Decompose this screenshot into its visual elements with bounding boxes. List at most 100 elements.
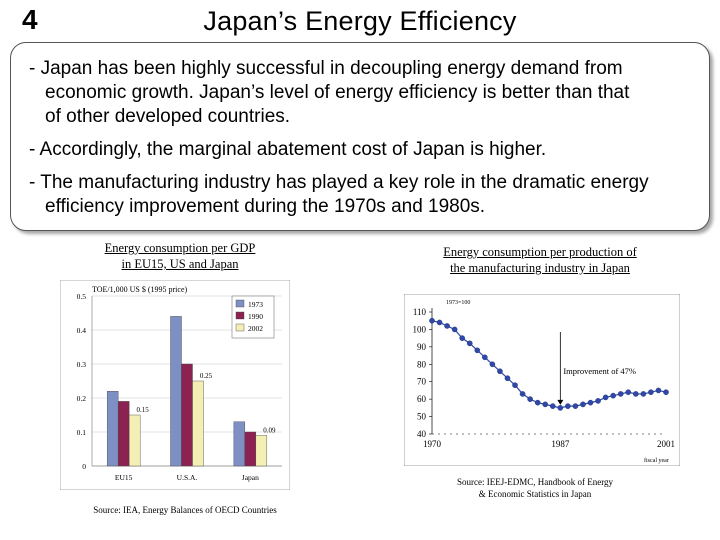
y-tick-label: 0.2 (77, 394, 87, 403)
data-point (519, 391, 526, 397)
slide-number: 4 (22, 4, 38, 35)
data-point (640, 391, 647, 397)
data-point (542, 401, 549, 408)
data-point (429, 317, 435, 324)
legend-swatch (235, 311, 245, 320)
right-chart-source: Source: IEEJ-EDMC, Handbook of Energy & … (430, 476, 640, 500)
source-line: & Economic Statistics in Japan (478, 489, 592, 499)
bar (117, 401, 130, 467)
legend-label: 1973 (248, 300, 263, 309)
x-tick-label: 1987 (551, 439, 570, 449)
index-note: 1973=100 (446, 300, 470, 306)
data-point (565, 403, 571, 409)
data-point (625, 389, 632, 395)
x-axis-label: fiscal year (644, 457, 669, 464)
y-tick-label: 0.1 (77, 428, 87, 437)
chart-frame (404, 294, 680, 466)
x-tick-label: EU15 (115, 473, 133, 482)
x-tick-label: U.S.A. (177, 473, 198, 482)
left-chart-caption: Energy consumption per GDP in EU15, US a… (70, 240, 290, 272)
bar (181, 363, 193, 467)
data-point (512, 382, 518, 388)
bullet-abatement-cost: - Accordingly, the marginal abatement co… (29, 138, 701, 162)
data-point (557, 405, 564, 411)
data-point (474, 347, 481, 354)
y-tick-label: 0.4 (77, 326, 87, 335)
y-tick-label: 100 (413, 324, 427, 334)
y-tick-label: 70 (417, 377, 427, 387)
bullet-text: economic growth. Japan’s level of energy… (45, 82, 630, 103)
data-point (587, 399, 594, 406)
data-point (482, 354, 488, 361)
x-tick-label: 2001 (657, 439, 675, 449)
y-tick-label: 60 (417, 394, 427, 404)
data-label: 0.25 (200, 372, 213, 380)
y-tick-label: 50 (417, 412, 427, 422)
bar (255, 435, 268, 467)
legend-swatch (235, 323, 245, 332)
bullet-text: - The manufacturing industry has played … (29, 172, 649, 193)
data-point (527, 396, 533, 402)
bullet-text: of other developed countries. (45, 106, 291, 127)
data-label: 0.09 (263, 426, 276, 434)
y-tick-label: 90 (417, 342, 427, 352)
data-point (459, 335, 465, 341)
annotation-label: Improvement of 47% (563, 366, 636, 376)
bullet-text: efficiency improvement during the 1970s … (45, 196, 486, 217)
y-tick-label: 40 (417, 429, 427, 439)
bullet-decoupling: - Japan has been highly successful in de… (29, 57, 701, 129)
data-point (489, 361, 496, 368)
data-point (655, 387, 662, 394)
bar (233, 421, 246, 467)
legend-label: 2002 (248, 324, 263, 333)
legend-swatch (235, 299, 245, 308)
y-tick-label: 0.5 (77, 292, 87, 301)
slide-title: Japan’s Energy Efficiency (203, 6, 517, 36)
y-tick-label: 0.3 (77, 360, 87, 369)
right-chart-caption: Energy consumption per production of the… (400, 244, 680, 276)
data-point (633, 391, 639, 397)
data-point (595, 398, 601, 404)
caption-line: Energy consumption per GDP (104, 241, 256, 255)
data-point (504, 375, 511, 382)
bar (106, 390, 119, 467)
source-line: Source: IEEJ-EDMC, Handbook of Energy (456, 477, 614, 487)
caption-line: the manufacturing industry in Japan (450, 261, 630, 275)
data-label: 0.15 (137, 406, 150, 414)
bar (170, 316, 182, 467)
data-point (663, 389, 669, 395)
x-tick-label: 1970 (423, 439, 442, 449)
data-point (436, 319, 443, 326)
summary-textbox: - Japan has been highly successful in de… (10, 42, 710, 231)
bullet-manufacturing: - The manufacturing industry has played … (29, 171, 701, 219)
y-tick-label: 110 (413, 307, 427, 317)
bullet-text: - Accordingly, the marginal abatement co… (29, 139, 547, 160)
data-point (534, 399, 541, 406)
energy-per-gdp-bar-chart: TOE/1,000 US $ (1995 price) 0 0.1 0.2 0.3 0.… (60, 280, 290, 490)
y-tick-label: 0 (82, 462, 86, 471)
left-chart-source: Source: IEA, Energy Balances of OECD Cou… (93, 505, 277, 515)
data-point (444, 323, 450, 329)
unit-label: TOE/1,000 US $ (1995 price) (92, 285, 188, 294)
data-point (580, 401, 586, 408)
data-point (648, 389, 654, 395)
bar (128, 414, 141, 467)
bar (244, 431, 257, 467)
y-tick-label: 80 (417, 359, 427, 369)
caption-line: Energy consumption per production of (443, 245, 637, 259)
data-point (572, 403, 579, 409)
data-point (549, 403, 556, 409)
bar (192, 380, 204, 467)
data-point (497, 368, 503, 375)
data-point (610, 392, 616, 399)
bullet-text: - Japan has been highly successful in de… (29, 58, 623, 79)
caption-line: in EU15, US and Japan (121, 257, 239, 271)
data-point (602, 394, 609, 401)
data-point (451, 326, 458, 333)
data-point (617, 391, 624, 397)
annotation-arrowhead (557, 399, 564, 405)
data-point (466, 340, 473, 347)
x-tick-label: Japan (242, 473, 259, 482)
legend-label: 1990 (248, 312, 263, 321)
